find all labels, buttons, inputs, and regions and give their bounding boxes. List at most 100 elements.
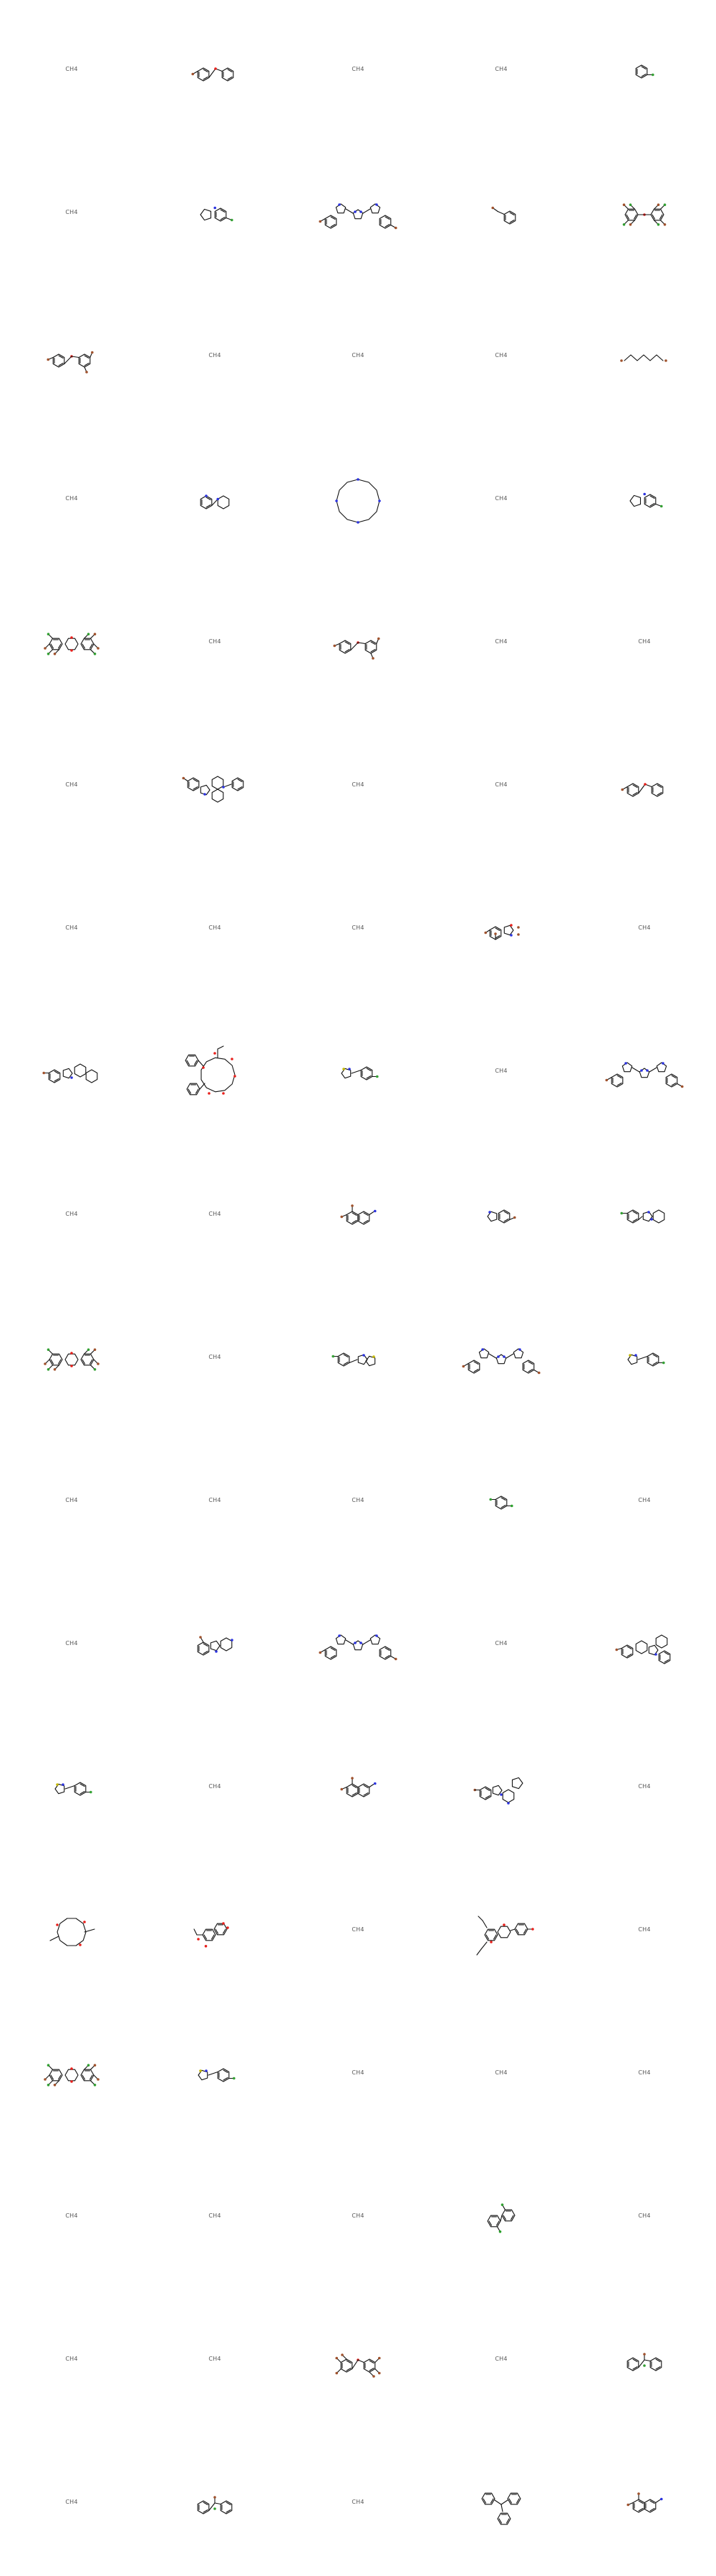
heteroatom-br [537,1371,541,1375]
heteroatom-f [93,1367,97,1371]
structure-drawing [622,203,667,226]
heteroatom-o [490,1941,493,1943]
heteroatom-n [507,1802,510,1805]
structure-drawing [476,1916,534,1956]
heteroatom-br [629,223,632,226]
heteroatom-br [657,203,660,207]
heteroatom-n [654,1653,657,1656]
methane-label-cell: CH4 [143,1145,286,1288]
structure-drawing [621,783,664,797]
heteroatom-n [643,492,647,496]
heteroatom-o [214,67,217,70]
methane-label-cell: CH4 [0,429,143,572]
methane-label-cell: CH4 [286,2004,430,2147]
methane-label-cell: CH4 [286,2433,430,2576]
structure-drawing [193,1922,229,1948]
structure-drawing [191,67,234,82]
heteroatom-n [481,1348,484,1351]
heteroatom-o [233,1075,236,1078]
heteroatom-f [232,2077,236,2080]
heteroatom-br [517,933,520,936]
molecule-dihalo-benzene [430,1431,573,1574]
structure-drawing [620,1209,665,1224]
molecule-pyridoindole [143,1574,286,1717]
molecule-coumarin [143,1860,286,2004]
methane-label-cell: CH4 [573,1717,716,1860]
molecule-diphenyl-ether [143,0,286,143]
methane-label: CH4 [495,638,508,645]
structure-drawing [319,1634,397,1661]
methane-label-cell: CH4 [0,859,143,1002]
methane-label-cell: CH4 [573,2147,716,2290]
heteroatom-n [362,1354,365,1357]
heteroatom-n [354,1641,357,1644]
heteroatom-n [357,521,359,524]
heteroatom-br [44,2078,47,2081]
structure-drawing [491,206,516,225]
molecule-dibromo-diphenyl-ether [0,286,143,429]
molecule-diphenyl-ether [573,716,716,859]
heteroatom-br [377,2371,381,2375]
heteroatom-s [56,1783,59,1786]
heteroatom-o [510,924,513,927]
structure-drawing [615,1634,671,1664]
heteroatom-n [375,203,378,206]
structure-drawing [44,633,100,655]
heteroatom-n [338,203,341,206]
molecule-thiazolyl-phenyl [286,1002,430,1145]
methane-label-cell: CH4 [143,859,286,1002]
methane-label-cell: CH4 [143,1288,286,1431]
heteroatom-f [500,2203,504,2207]
methane-label: CH4 [65,209,78,215]
heteroatom-f [47,2064,50,2067]
methane-label-cell: CH4 [430,1574,573,1717]
heteroatom-o [208,1092,211,1095]
structure-drawing [341,1066,379,1080]
heteroatom-n [215,1650,218,1653]
heteroatom-n [624,1062,627,1065]
heteroatom-br [199,1636,202,1639]
heteroatom-n [647,1211,650,1214]
heteroatom-n [375,1634,378,1637]
heteroatom-br [335,2371,339,2375]
methane-label: CH4 [495,1640,508,1646]
heteroatom-br [377,637,380,640]
methane-label-cell: CH4 [573,2004,716,2147]
methane-label: CH4 [65,1640,78,1646]
heteroatom-br [663,223,667,226]
heteroatom-br [53,2083,57,2087]
molecule-diphenyl-methane [143,2433,286,2576]
heteroatom-br [351,1204,354,1207]
molecule-bis-indazolyl-imidazole [286,1574,430,1717]
methane-label: CH4 [638,1497,651,1503]
heteroatom-n [354,210,357,213]
molecule-triphenyl-ethylene [430,2433,573,2576]
heteroatom-f [93,652,97,655]
heteroatom-o [204,1944,208,1948]
methane-label-cell: CH4 [286,2147,430,2290]
heteroatom-br [621,788,624,791]
heteroatom-n [518,1348,521,1351]
methane-label: CH4 [638,1926,651,1933]
heteroatom-n [659,2497,663,2501]
methane-label-cell: CH4 [430,2004,573,2147]
heteroatom-f [47,2083,50,2087]
structure-drawing [54,1782,92,1796]
heteroatom-br [191,72,195,76]
heteroatom-o [70,1352,73,1355]
heteroatom-o [70,2067,73,2070]
heteroatom-o [197,1938,200,1941]
methane-label: CH4 [65,2499,78,2505]
molecule-thiazolyl-phenyl [573,1288,716,1431]
heteroatom-cl [498,2230,502,2233]
heteroatom-n [497,1355,500,1358]
heteroatom-br [517,926,520,929]
heteroatom-n [359,1641,362,1644]
molecule-fluorobenzene [573,0,716,143]
heteroatom-br [47,358,50,361]
methane-label-cell: CH4 [573,859,716,1002]
structure-drawing [487,1209,516,1224]
heteroatom-br [97,2078,100,2081]
molecule-macrocycle [286,429,430,572]
methane-label: CH4 [638,924,651,931]
